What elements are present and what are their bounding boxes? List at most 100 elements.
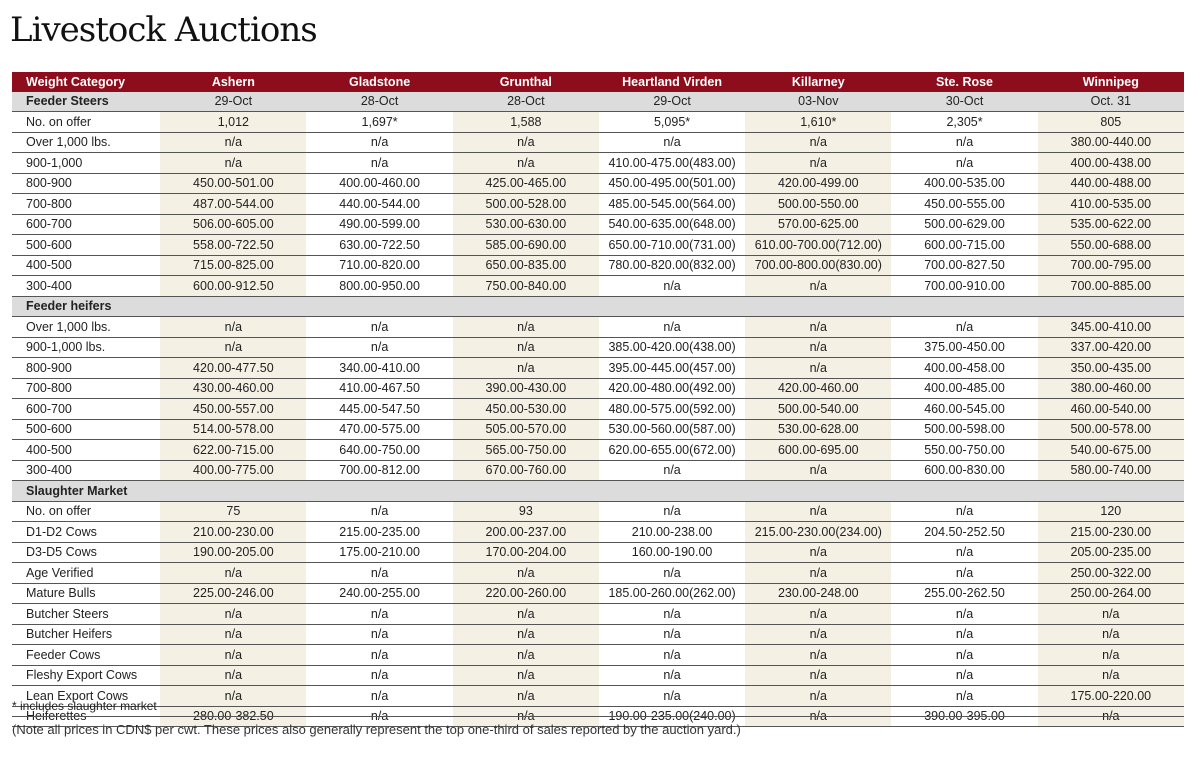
price-cell: 640.00-750.00 — [306, 439, 453, 461]
section-row: Feeder heifers — [12, 296, 1184, 317]
price-cell: 530.00-628.00 — [745, 419, 892, 440]
price-cell: n/a — [452, 337, 599, 358]
price-cell: 565.00-750.00 — [452, 439, 599, 461]
price-cell: 75 — [160, 501, 307, 522]
row-label: Age Verified — [12, 562, 161, 584]
price-cell: 500.00-550.00 — [745, 193, 892, 215]
price-cell: 450.00-501.00 — [160, 173, 307, 194]
auction-date — [745, 296, 892, 317]
auction-date: 03-Nov — [745, 91, 892, 112]
page-title: Livestock Auctions — [10, 10, 318, 50]
row-label: 400-500 — [12, 255, 161, 276]
price-cell: n/a — [452, 603, 599, 625]
price-cell: 400.00-438.00 — [1037, 152, 1184, 174]
table-row: Heiferettes 280.00-382.50 n/a n/a 190.00-235… — [12, 706, 1184, 727]
price-cell: n/a — [891, 542, 1038, 563]
price-cell: 400.00-458.00 — [891, 357, 1038, 379]
price-cell: 410.00-535.00 — [1037, 193, 1184, 215]
auction-date: Oct. 31 — [1037, 91, 1184, 112]
price-note: (Note all prices in CDN$ per cwt. These … — [12, 722, 741, 737]
price-cell: n/a — [160, 665, 307, 686]
price-cell: n/a — [891, 644, 1038, 666]
table-row: 800-900 450.00-501.00 400.00-460.00 425.00-… — [12, 173, 1184, 194]
price-cell: n/a — [891, 685, 1038, 707]
column-header: Weight Category — [12, 72, 161, 92]
section-label: Feeder heifers — [12, 296, 161, 317]
price-cell: 375.00-450.00 — [891, 337, 1038, 358]
price-cell: 385.00-420.00(438.00) — [598, 337, 746, 358]
price-cell: 400.00-485.00 — [891, 378, 1038, 399]
price-cell: n/a — [160, 685, 307, 707]
price-cell: 600.00-912.50 — [160, 275, 307, 297]
column-header: Ashern — [160, 72, 307, 92]
price-cell: n/a — [306, 316, 453, 338]
price-cell: 530.00-560.00(587.00) — [598, 419, 746, 440]
table-row: 400-500 622.00-715.00 640.00-750.00 565.00-… — [12, 439, 1184, 461]
row-label: 300-400 — [12, 275, 161, 297]
price-cell: n/a — [745, 542, 892, 563]
table-row: Lean Export Cows n/a n/a n/a n/a n/a n/a 175.00… — [12, 685, 1184, 707]
price-cell: 215.00-230.00 — [1037, 521, 1184, 543]
auction-date — [598, 296, 746, 317]
price-cell: 506.00-605.00 — [160, 214, 307, 235]
column-header: Killarney — [745, 72, 892, 92]
price-cell: n/a — [306, 685, 453, 707]
price-cell: 490.00-599.00 — [306, 214, 453, 235]
price-cell: 610.00-700.00(712.00) — [745, 234, 892, 256]
auction-date — [598, 480, 746, 502]
price-cell: 1,588 — [452, 111, 599, 133]
price-cell: n/a — [1037, 603, 1184, 625]
price-cell: 600.00-830.00 — [891, 460, 1038, 481]
price-cell: 380.00-460.00 — [1037, 378, 1184, 399]
price-cell: 215.00-230.00(234.00) — [745, 521, 892, 543]
row-label: Feeder Cows — [12, 644, 161, 666]
price-cell: n/a — [598, 275, 746, 297]
column-header: Grunthal — [452, 72, 599, 92]
table-row: No. on offer 1,012 1,697* 1,588 5,095* 1,610*… — [12, 111, 1184, 133]
row-label: 600-700 — [12, 214, 161, 235]
footnote: * includes slaughter market — [12, 696, 1184, 717]
table-row: 300-400 600.00-912.50 800.00-950.00 750.00-… — [12, 275, 1184, 297]
price-cell: 440.00-488.00 — [1037, 173, 1184, 194]
price-cell: 410.00-475.00(483.00) — [598, 152, 746, 174]
price-cell: 630.00-722.50 — [306, 234, 453, 256]
price-cell: n/a — [598, 316, 746, 338]
price-cell: 420.00-460.00 — [745, 378, 892, 399]
price-cell: n/a — [160, 132, 307, 153]
auction-date — [1037, 296, 1184, 317]
price-cell: n/a — [891, 501, 1038, 522]
table-row: Butcher Steers n/a n/a n/a n/a n/a n/a n/a — [12, 603, 1184, 625]
row-label: Lean Export Cows — [12, 685, 161, 707]
price-cell: 500.00-528.00 — [452, 193, 599, 215]
row-label: Butcher Steers — [12, 603, 161, 625]
price-cell: 450.00-530.00 — [452, 398, 599, 420]
auction-date: 28-Oct — [306, 91, 453, 112]
price-cell: n/a — [306, 603, 453, 625]
price-cell: 530.00-630.00 — [452, 214, 599, 235]
price-cell: n/a — [745, 337, 892, 358]
price-cell: n/a — [1037, 624, 1184, 645]
price-cell: n/a — [598, 624, 746, 645]
auction-date — [306, 296, 453, 317]
price-cell: 1,697* — [306, 111, 453, 133]
price-cell: 160.00-190.00 — [598, 542, 746, 563]
price-cell: 185.00-260.00(262.00) — [598, 583, 746, 604]
price-cell: 340.00-410.00 — [306, 357, 453, 379]
price-cell: 93 — [452, 501, 599, 522]
table-row: No. on offer 75 n/a 93 n/a n/a n/a 120 — [12, 501, 1184, 522]
price-cell: 425.00-465.00 — [452, 173, 599, 194]
price-cell: 5,095* — [598, 111, 746, 133]
price-cell: 500.00-578.00 — [1037, 419, 1184, 440]
price-cell: n/a — [598, 644, 746, 666]
price-cell: n/a — [306, 501, 453, 522]
price-cell: 205.00-235.00 — [1037, 542, 1184, 563]
price-cell: 450.00-555.00 — [891, 193, 1038, 215]
auction-date — [891, 480, 1038, 502]
price-cell: 250.00-264.00 — [1037, 583, 1184, 604]
price-cell: 450.00-557.00 — [160, 398, 307, 420]
table-row: 700-800 487.00-544.00 440.00-544.00 500.00-… — [12, 193, 1184, 215]
row-label: 700-800 — [12, 193, 161, 215]
row-label: No. on offer — [12, 111, 161, 133]
column-header: Ste. Rose — [891, 72, 1038, 92]
price-cell: n/a — [452, 152, 599, 174]
